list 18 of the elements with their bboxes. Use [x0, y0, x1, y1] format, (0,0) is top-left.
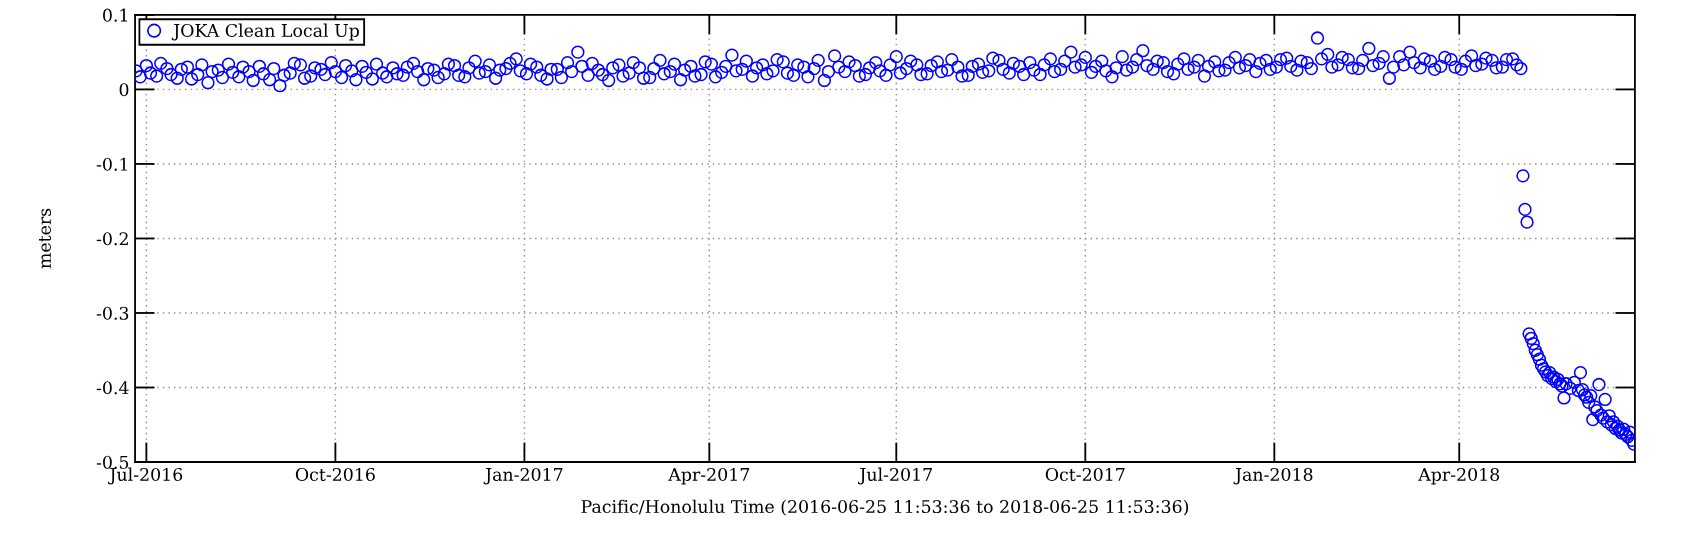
x-tick-label: Jul-2016 — [108, 467, 183, 485]
x-tick-label: Jan-2017 — [483, 467, 563, 485]
x-tick-label: Oct-2017 — [1045, 467, 1125, 482]
x-tick-label: Apr-2018 — [1418, 467, 1500, 485]
x-axis-title: Pacific/Honolulu Time (2016-06-25 11:53:36 to 2018-06-25 11:53:36) — [581, 499, 1189, 516]
y-tick-label: -0.4 — [96, 381, 129, 395]
y-tick-label: -0.3 — [96, 306, 129, 320]
y-tick-label: 0.1 — [103, 8, 128, 22]
y-tick-label: -0.1 — [96, 157, 128, 171]
y-tick-label: 0 — [119, 83, 129, 97]
legend-label: JOKA Clean Local Up — [171, 23, 359, 41]
x-tick-label: Jan-2018 — [1233, 467, 1313, 485]
y-axis-title: meters — [38, 208, 51, 269]
x-tick-label: Apr-2017 — [668, 467, 750, 485]
x-tick-label: Jul-2017 — [857, 467, 932, 485]
y-tick-label: -0.5 — [96, 455, 129, 469]
y-tick-label: -0.2 — [96, 232, 128, 246]
x-tick-label: Oct-2016 — [295, 467, 375, 482]
